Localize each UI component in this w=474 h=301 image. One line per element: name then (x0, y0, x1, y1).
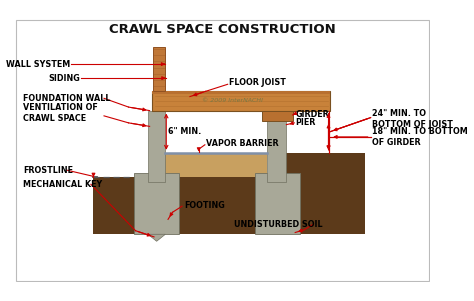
Text: UNDISTURBED SOIL: UNDISTURBED SOIL (234, 220, 322, 229)
Bar (180, 153, 267, 177)
Text: CRAWL SPACE CONSTRUCTION: CRAWL SPACE CONSTRUCTION (109, 23, 336, 36)
Bar (152, 91, 330, 94)
Bar (165, 153, 267, 177)
Bar (267, 110, 286, 182)
Text: MECHANICAL KEY: MECHANICAL KEY (23, 180, 102, 189)
Text: WALL SYSTEM: WALL SYSTEM (6, 60, 70, 69)
Text: © 2009 InterNACHI: © 2009 InterNACHI (202, 98, 263, 104)
Text: FLOOR JOIST: FLOOR JOIST (229, 78, 286, 87)
Text: FOOTING: FOOTING (184, 201, 225, 210)
Text: FOUNDATION WALL: FOUNDATION WALL (23, 94, 111, 103)
Bar (255, 173, 301, 234)
Text: GIRDER: GIRDER (295, 110, 329, 119)
Bar (286, 153, 365, 177)
Polygon shape (148, 234, 165, 241)
Text: 18" MIN. TO BOTTOM
OF GIRDER: 18" MIN. TO BOTTOM OF GIRDER (373, 127, 468, 147)
Text: FROSTLINE: FROSTLINE (23, 166, 73, 175)
Bar (152, 91, 330, 110)
Bar (262, 110, 293, 121)
Text: 6" MIN.: 6" MIN. (168, 127, 201, 136)
Bar (165, 153, 267, 177)
Text: SIDING: SIDING (48, 74, 80, 83)
Text: VENTILATION OF
CRAWL SPACE: VENTILATION OF CRAWL SPACE (23, 103, 98, 123)
Bar (153, 48, 165, 91)
Text: PIER: PIER (295, 118, 316, 127)
Text: VAPOR BARRIER: VAPOR BARRIER (206, 139, 278, 148)
Bar (134, 173, 180, 234)
Bar (148, 110, 165, 182)
Bar (93, 177, 365, 234)
Text: 24" MIN. TO
BOTTOM OF JOIST: 24" MIN. TO BOTTOM OF JOIST (373, 109, 453, 129)
